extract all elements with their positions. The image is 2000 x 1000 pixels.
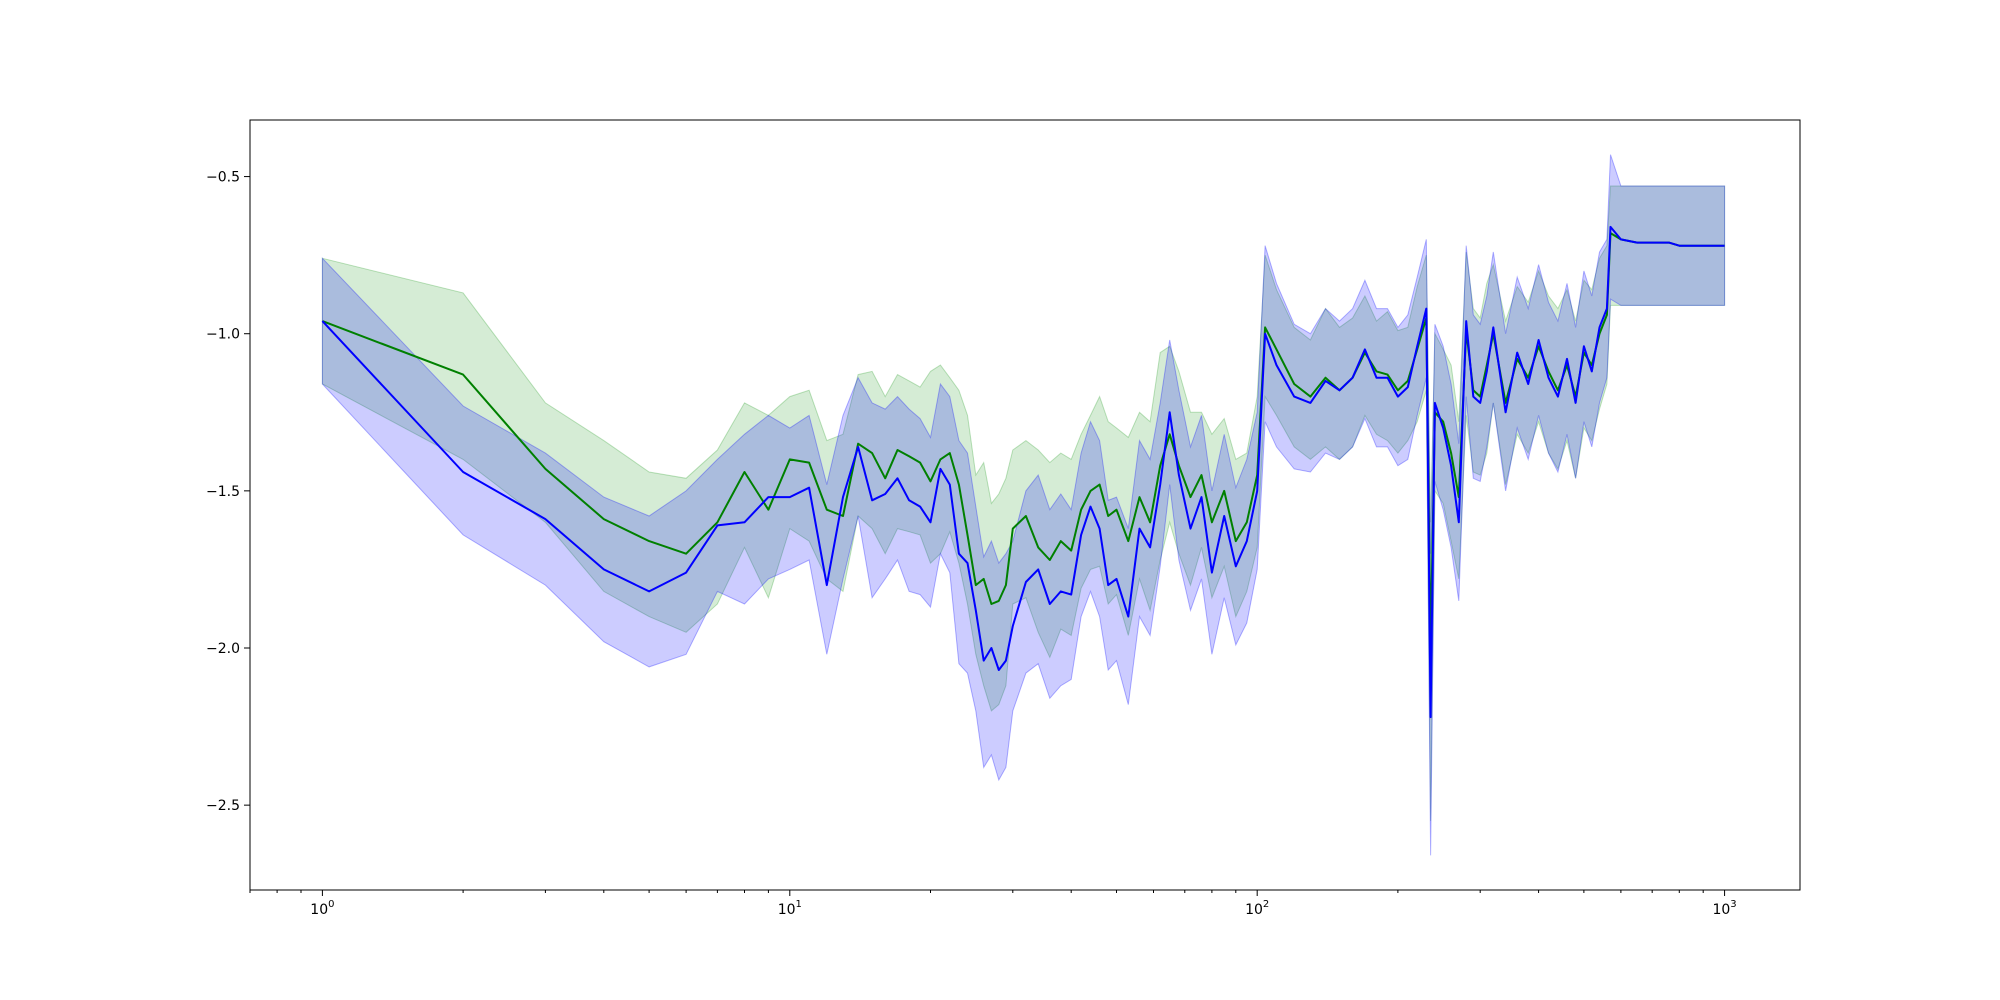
- series-lines: [321, 225, 1725, 719]
- x-axis: 100 101 102 103: [249, 890, 1737, 918]
- series-1-line: [322, 232, 1725, 649]
- y-tick-label: −1.0: [206, 327, 240, 343]
- x-tick-label: 100: [310, 899, 334, 918]
- y-tick-label: −2.5: [206, 798, 240, 814]
- y-tick-label: −1.5: [206, 484, 240, 500]
- series-1-band: [321, 185, 1726, 821]
- confidence-bands: [321, 154, 1726, 856]
- series-2-band: [321, 154, 1726, 856]
- y-axis: −0.5 −1.0 −1.5 −2.0 −2.5: [206, 170, 250, 814]
- plot-frame: [249, 119, 1801, 891]
- series-2-line: [321, 225, 1725, 719]
- x-tick-label: 101: [778, 899, 802, 918]
- x-tick-label: 102: [1245, 899, 1269, 918]
- y-tick-label: −0.5: [206, 170, 240, 186]
- x-tick-label: 103: [1712, 899, 1736, 918]
- y-tick-label: −2.0: [206, 641, 240, 657]
